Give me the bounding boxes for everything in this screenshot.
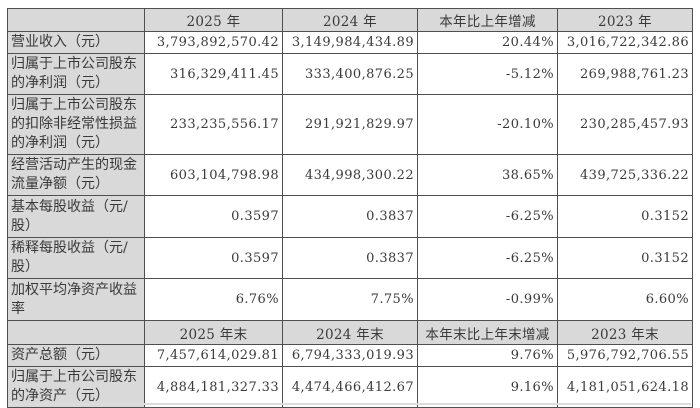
value-cell: 3,016,722,342.86 (557, 31, 693, 54)
value-cell: 603,104,798.98 (144, 154, 283, 196)
row-label: 加权平均净资产收益率 (7, 278, 145, 321)
value-cell: 6.76% (144, 278, 283, 321)
value-cell: 3,149,984,434.89 (282, 31, 418, 54)
table-row-total-assets: 资产总额（元） 7,457,614,029.81 6,794,333,019.9… (7, 344, 693, 367)
next-row-cutoff-line (8, 403, 691, 405)
table-row-weighted-avg-roe: 加权平均净资产收益率 6.76% 7.75% -0.99% 6.60% (7, 278, 693, 321)
value-cell: 0.3152 (557, 237, 693, 279)
column-header-2025: 2025 年 (144, 8, 283, 32)
corner-header-cell (7, 320, 145, 345)
financial-summary-table-container: 2025 年 2024 年 本年比上年增减 2023 年 营业收入（元） 3,7… (7, 8, 693, 408)
value-cell: 333,400,876.25 (282, 53, 418, 95)
value-cell: 233,235,556.17 (144, 94, 283, 155)
value-cell: 5,976,792,706.55 (557, 344, 693, 367)
value-cell: 20.44% (417, 31, 558, 54)
table-row-net-profit: 归属于上市公司股东的净利润（元） 316,329,411.45 333,400,… (7, 53, 693, 95)
value-cell: 38.65% (417, 154, 558, 196)
financial-summary-table: 2025 年 2024 年 本年比上年增减 2023 年 营业收入（元） 3,7… (7, 8, 693, 408)
value-cell: 269,988,761.23 (557, 53, 693, 95)
column-header-2024-end: 2024 年末 (282, 320, 418, 345)
row-label: 基本每股收益（元/股） (7, 195, 145, 238)
value-cell: 434,998,300.22 (282, 154, 418, 196)
value-cell: 6.60% (557, 278, 693, 321)
value-cell: 7,457,614,029.81 (144, 344, 283, 367)
row-label: 资产总额（元） (7, 344, 145, 367)
value-cell: -6.25% (417, 195, 558, 238)
table-row-revenue: 营业收入（元） 3,793,892,570.42 3,149,984,434.8… (7, 31, 693, 54)
table-row-basic-eps: 基本每股收益（元/股） 0.3597 0.3837 -6.25% 0.3152 (7, 195, 693, 238)
value-cell: 0.3597 (144, 195, 283, 238)
row-label: 归属于上市公司股东的扣除非经常性损益的净利润（元） (7, 94, 145, 155)
value-cell: 291,921,829.97 (282, 94, 418, 155)
row-label: 归属于上市公司股东的净利润（元） (7, 53, 145, 95)
row-label: 营业收入（元） (7, 31, 145, 54)
value-cell: 7.75% (282, 278, 418, 321)
value-cell: 4,884,181,327.33 (144, 366, 283, 408)
value-cell: 0.3597 (144, 237, 283, 279)
value-cell: 316,329,411.45 (144, 53, 283, 95)
row-label: 归属于上市公司股东的净资产（元） (7, 366, 145, 408)
value-cell: 0.3837 (282, 237, 418, 279)
column-header-2023-end: 2023 年末 (557, 320, 693, 345)
value-cell: 4,474,466,412.67 (282, 366, 418, 408)
column-header-2025-end: 2025 年末 (144, 320, 283, 345)
row-label: 经营活动产生的现金流量净额（元） (7, 154, 145, 196)
value-cell: 230,285,457.93 (557, 94, 693, 155)
row-label: 稀释每股收益（元/股） (7, 237, 145, 279)
column-header-yearend-change: 本年末比上年末增减 (417, 320, 558, 345)
column-header-2024: 2024 年 (282, 8, 418, 32)
value-cell: 6,794,333,019.93 (282, 344, 418, 367)
value-cell: 9.16% (417, 366, 558, 408)
table-row-net-profit-excl-nonrecurring: 归属于上市公司股东的扣除非经常性损益的净利润（元） 233,235,556.17… (7, 94, 693, 155)
table-row-operating-cash-flow: 经营活动产生的现金流量净额（元） 603,104,798.98 434,998,… (7, 154, 693, 196)
table-row-net-assets: 归属于上市公司股东的净资产（元） 4,884,181,327.33 4,474,… (7, 366, 693, 408)
column-header-yoy-change: 本年比上年增减 (417, 8, 558, 32)
value-cell: 9.76% (417, 344, 558, 367)
value-cell: 4,181,051,624.18 (557, 366, 693, 408)
value-cell: 3,793,892,570.42 (144, 31, 283, 54)
value-cell: 0.3837 (282, 195, 418, 238)
value-cell: -20.10% (417, 94, 558, 155)
table-row-diluted-eps: 稀释每股收益（元/股） 0.3597 0.3837 -6.25% 0.3152 (7, 237, 693, 279)
corner-header-cell (7, 8, 145, 32)
value-cell: 439,725,336.22 (557, 154, 693, 196)
value-cell: 0.3152 (557, 195, 693, 238)
section2-header-row: 2025 年末 2024 年末 本年末比上年末增减 2023 年末 (7, 320, 693, 345)
value-cell: -6.25% (417, 237, 558, 279)
section1-header-row: 2025 年 2024 年 本年比上年增减 2023 年 (7, 8, 693, 32)
column-header-2023: 2023 年 (557, 8, 693, 32)
value-cell: -0.99% (417, 278, 558, 321)
value-cell: -5.12% (417, 53, 558, 95)
